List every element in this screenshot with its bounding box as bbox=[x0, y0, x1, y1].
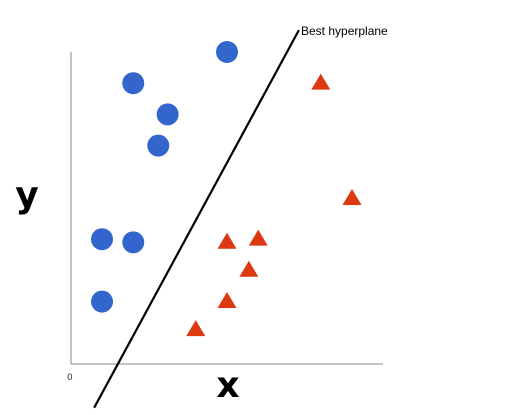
circle-point bbox=[91, 290, 113, 313]
triangle-point bbox=[186, 320, 206, 337]
hyperplane-label: Best hyperplane bbox=[301, 24, 388, 38]
triangle-point bbox=[217, 292, 237, 308]
circle-point bbox=[91, 228, 113, 251]
origin-tick-label: 0 bbox=[67, 373, 73, 383]
circle-point bbox=[216, 41, 238, 63]
circle-point bbox=[156, 103, 179, 126]
circle-point bbox=[122, 72, 145, 95]
triangle-point bbox=[342, 189, 362, 206]
triangle-point bbox=[239, 260, 259, 277]
chart-axes bbox=[70, 52, 383, 365]
triangle-point bbox=[217, 232, 237, 249]
circle-point bbox=[122, 231, 145, 254]
data-points bbox=[91, 41, 362, 337]
triangle-point bbox=[248, 229, 268, 246]
hyperplane-line bbox=[93, 29, 300, 409]
triangle-point bbox=[311, 73, 331, 90]
x-axis-label: x bbox=[216, 365, 239, 406]
y-axis-label: y bbox=[15, 175, 38, 216]
circle-point bbox=[147, 134, 170, 157]
